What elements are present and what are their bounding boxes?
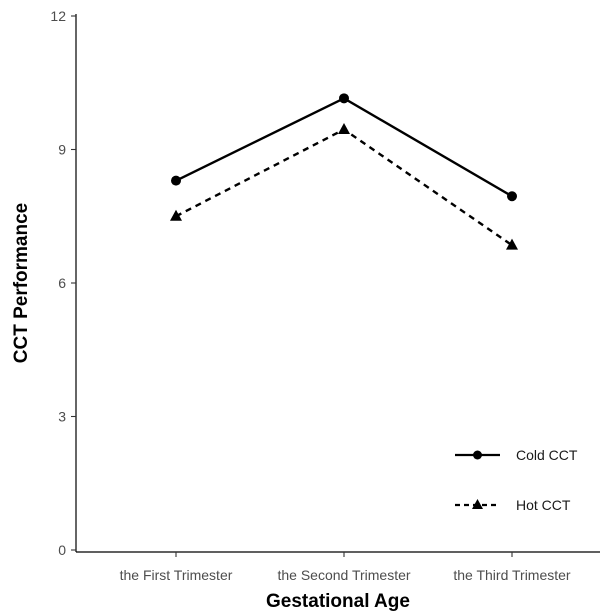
y-ticks: 0 3 6 9 12 [50,8,76,558]
data-point-cold-cct [171,175,181,186]
y-tick-label: 12 [50,8,66,24]
x-axis-title: Gestational Age [266,591,410,612]
y-tick-label: 3 [58,409,66,425]
y-tick-label: 9 [58,142,66,158]
x-tick-label: the Third Trimester [453,567,571,583]
y-axis-title: CCT Performance [11,203,32,364]
series [170,93,518,250]
legend-marker-hot [472,499,483,509]
series-line-cold-cct [175,96,513,198]
data-point-hot-cct [506,238,518,250]
legend-marker-cold [473,450,482,460]
x-tick-label: the First Trimester [120,567,233,583]
legend-item-hot: Hot CCT [455,497,571,513]
legend: Cold CCT Hot CCT [455,447,578,513]
data-point-cold-cct [339,93,349,104]
data-point-hot-cct [338,122,350,134]
x-ticks: the First Trimester the Second Trimester t… [120,552,571,583]
x-tick-label: the Second Trimester [277,567,410,583]
y-tick-label: 0 [58,542,66,558]
legend-item-cold: Cold CCT [455,447,578,463]
axes [75,14,600,553]
legend-label-hot: Hot CCT [516,497,571,513]
data-point-cold-cct [507,191,517,202]
legend-label-cold: Cold CCT [516,447,578,463]
series-line-hot-cct [175,128,513,247]
data-point-hot-cct [170,209,182,221]
y-tick-label: 6 [58,275,66,291]
